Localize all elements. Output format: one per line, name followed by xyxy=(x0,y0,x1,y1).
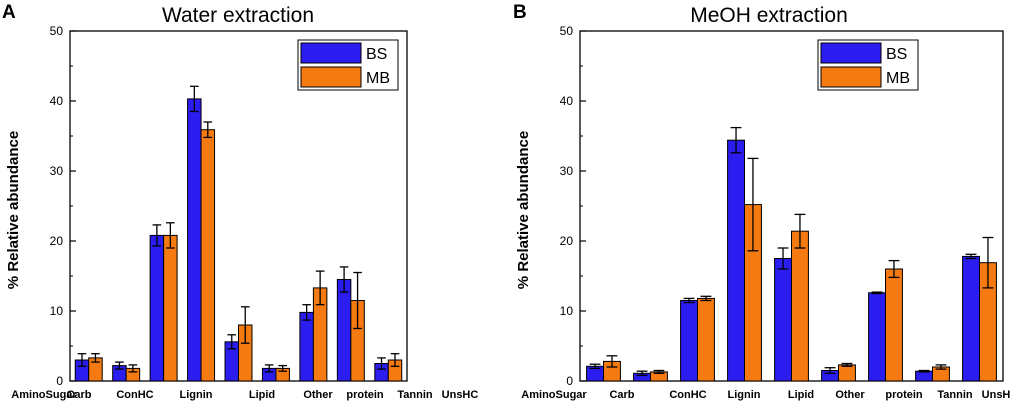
category-label-aminosugar: AminoSugar xyxy=(11,389,77,401)
legend-label-bs: BS xyxy=(886,46,907,63)
legend-swatch-bs xyxy=(300,42,362,64)
category-label-lignin: Lignin xyxy=(180,389,213,401)
bar-bs-unshc xyxy=(962,255,981,382)
category-label-aminosugar: AminoSugar xyxy=(521,389,587,401)
legend-swatch-mb xyxy=(300,66,362,88)
category-label-lignin: Lignin xyxy=(728,389,761,401)
y-tick-label: 50 xyxy=(560,24,574,38)
chart-title-b: MeOH extraction xyxy=(690,4,848,27)
y-tick-label: 0 xyxy=(56,374,63,388)
bar-mb-other xyxy=(838,364,856,382)
legend: BS MB xyxy=(817,39,919,91)
legend: BS MB xyxy=(297,39,399,91)
category-label-lipid: Lipid xyxy=(788,389,814,401)
bar-bs-lipid xyxy=(774,258,793,382)
bar-bs-lignin xyxy=(727,139,746,382)
bar-bs-protein xyxy=(868,292,887,382)
y-axis-label-a: % Relative abundance xyxy=(5,131,22,289)
category-label-tannin: Tannin xyxy=(937,389,973,401)
bar-bs-tannin xyxy=(336,279,352,382)
y-tick-label: 50 xyxy=(50,24,64,38)
bar-bs-lignin xyxy=(187,98,202,382)
bar-mb-lipid xyxy=(791,230,809,382)
bar-mb-lignin xyxy=(200,129,216,382)
y-tick-label: 10 xyxy=(560,304,574,318)
bar-bs-conhc xyxy=(680,300,699,382)
category-label-other: Other xyxy=(303,389,333,401)
panel-letter-b: B xyxy=(513,2,527,23)
y-tick-label: 30 xyxy=(560,164,574,178)
y-tick-label: 20 xyxy=(560,234,574,248)
bar-mb-conhc xyxy=(697,297,715,382)
y-tick-label: 40 xyxy=(50,94,64,108)
legend-label-mb: MB xyxy=(886,70,910,87)
bar-mb-protein xyxy=(885,268,903,382)
category-label-unshc: UnsHC xyxy=(442,389,479,401)
category-label-protein: protein xyxy=(346,389,384,401)
bar-bs-tannin xyxy=(915,370,934,382)
y-tick-label: 10 xyxy=(50,304,64,318)
bar-bs-protein xyxy=(299,311,314,382)
legend-swatch-mb xyxy=(820,66,882,88)
legend-label-bs: BS xyxy=(366,46,387,63)
category-label-lipid: Lipid xyxy=(249,389,275,401)
category-label-carb: Carb xyxy=(609,389,634,401)
category-label-unshc: UnsHC xyxy=(982,389,1010,401)
y-tick-label: 20 xyxy=(50,234,64,248)
y-tick-label: 0 xyxy=(566,374,573,388)
category-label-other: Other xyxy=(835,389,865,401)
bar-mb-conhc xyxy=(163,234,178,382)
y-tick-label: 40 xyxy=(560,94,574,108)
bar-bs-conhc xyxy=(149,234,165,382)
panel-letter-a: A xyxy=(2,2,16,23)
legend-swatch-bs xyxy=(820,42,882,64)
category-label-conhc: ConHC xyxy=(669,389,706,401)
y-axis-label-b: % Relative abundance xyxy=(515,131,532,289)
category-label-protein: protein xyxy=(885,389,923,401)
category-label-carb: Carb xyxy=(66,389,91,401)
category-label-conhc: ConHC xyxy=(116,389,153,401)
category-label-tannin: Tannin xyxy=(397,389,433,401)
chart-title-a: Water extraction xyxy=(162,4,314,27)
chart-panel-a: A Water extraction % Relative abundance … xyxy=(2,2,478,401)
y-tick-label: 30 xyxy=(50,164,64,178)
legend-label-mb: MB xyxy=(366,70,390,87)
chart-panel-b: B MeOH extraction % Relative abundance 0… xyxy=(513,2,1010,401)
